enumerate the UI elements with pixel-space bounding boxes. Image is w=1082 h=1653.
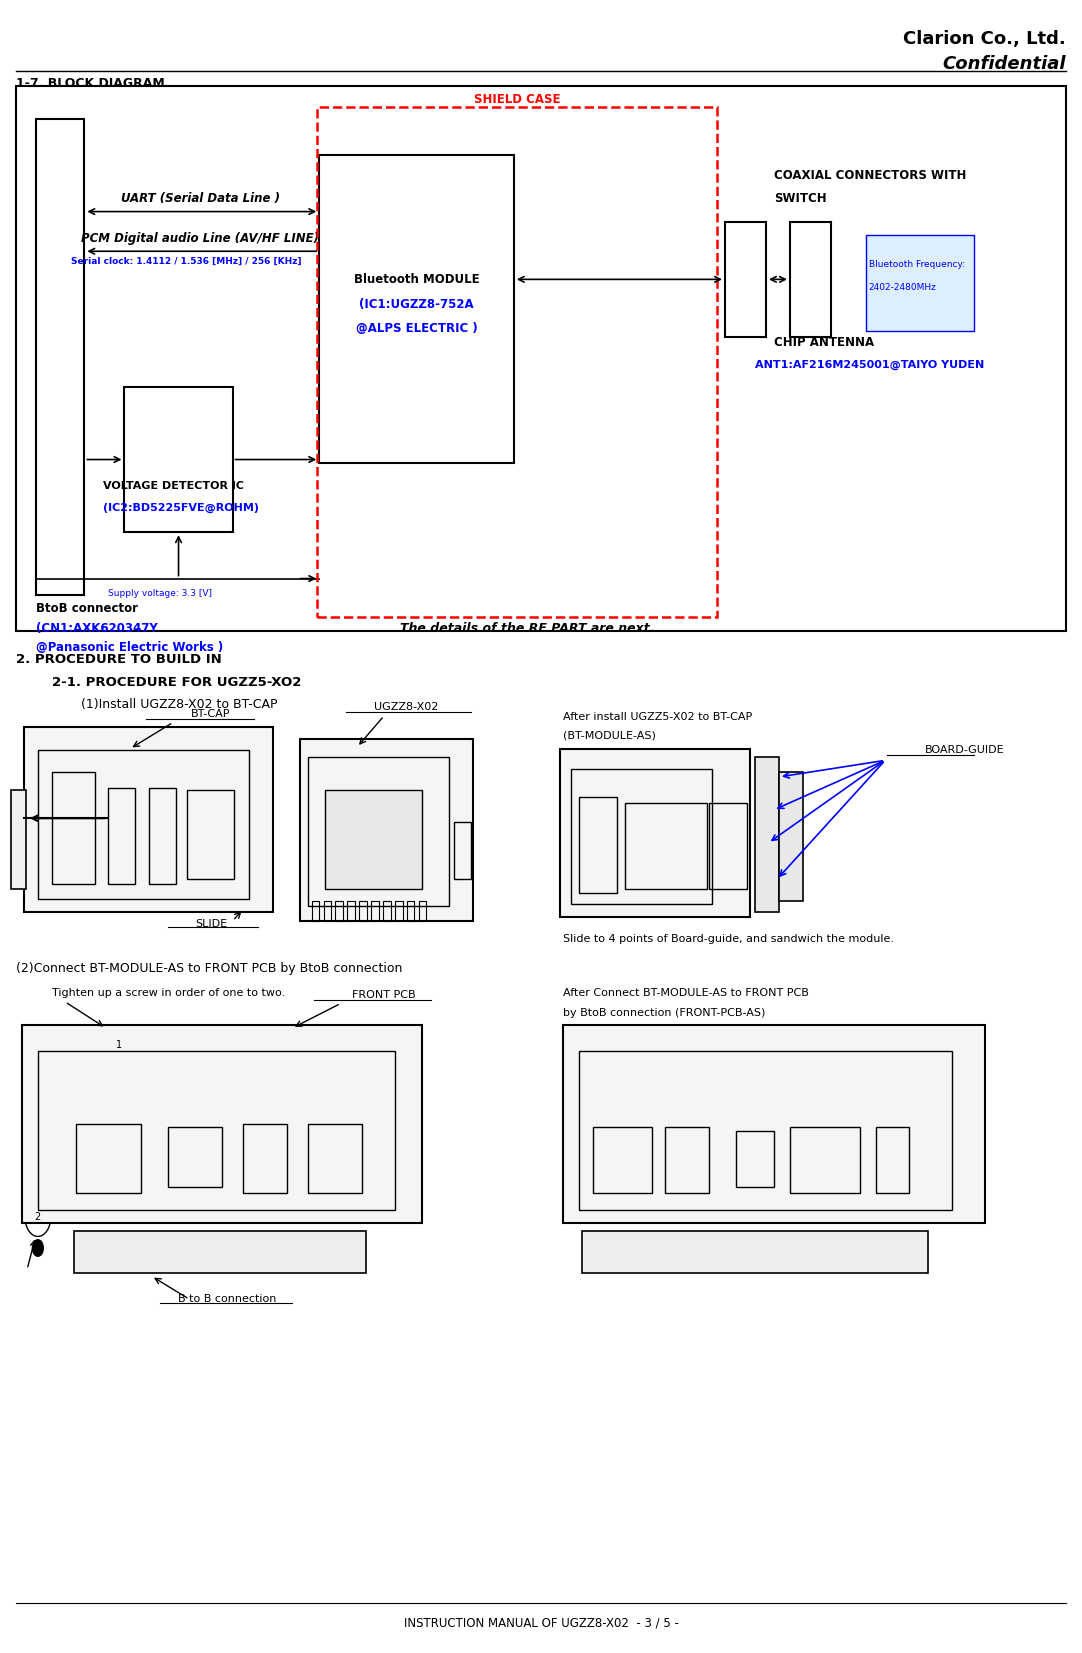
Bar bbox=[725, 222, 766, 337]
Bar bbox=[383, 901, 391, 921]
Bar bbox=[755, 757, 779, 912]
Text: 1: 1 bbox=[116, 1040, 122, 1050]
Bar bbox=[317, 107, 717, 617]
Bar bbox=[347, 901, 355, 921]
Text: (IC2:BD5225FVE@ROHM): (IC2:BD5225FVE@ROHM) bbox=[103, 503, 259, 512]
Text: BtoB connector: BtoB connector bbox=[36, 602, 137, 615]
Bar bbox=[579, 1051, 952, 1210]
Bar bbox=[359, 901, 367, 921]
Bar bbox=[11, 790, 26, 889]
Circle shape bbox=[32, 1240, 43, 1256]
Bar bbox=[736, 1131, 774, 1187]
Bar bbox=[308, 1124, 362, 1193]
Bar bbox=[560, 749, 750, 917]
Text: Confidential: Confidential bbox=[942, 55, 1066, 73]
Text: @ALPS ELECTRIC ): @ALPS ELECTRIC ) bbox=[356, 322, 477, 336]
Text: SWITCH: SWITCH bbox=[774, 192, 827, 205]
Text: PCM Digital audio Line (AV/HF LINE): PCM Digital audio Line (AV/HF LINE) bbox=[81, 231, 319, 245]
Text: Bluetooth Frequency:: Bluetooth Frequency: bbox=[869, 260, 965, 269]
Text: (2)Connect BT-MODULE-AS to FRONT PCB by BtoB connection: (2)Connect BT-MODULE-AS to FRONT PCB by … bbox=[16, 962, 403, 975]
Bar bbox=[571, 769, 712, 904]
Bar bbox=[74, 1231, 366, 1273]
Bar bbox=[866, 235, 974, 331]
Circle shape bbox=[114, 1083, 124, 1099]
Text: Bluetooth MODULE: Bluetooth MODULE bbox=[354, 273, 479, 286]
Text: CHIP ANTENNA: CHIP ANTENNA bbox=[774, 336, 874, 349]
Bar bbox=[407, 901, 414, 921]
Text: After install UGZZ5-X02 to BT-CAP: After install UGZZ5-X02 to BT-CAP bbox=[563, 712, 752, 722]
Bar bbox=[335, 901, 343, 921]
Bar bbox=[300, 739, 473, 921]
Bar bbox=[76, 1124, 141, 1193]
Bar bbox=[454, 822, 471, 879]
Text: (IC1:UGZZ8-752A: (IC1:UGZZ8-752A bbox=[359, 298, 474, 311]
Bar bbox=[52, 772, 95, 884]
Bar bbox=[579, 797, 617, 893]
Text: (BT-MODULE-AS): (BT-MODULE-AS) bbox=[563, 731, 656, 741]
Text: BT-CAP: BT-CAP bbox=[192, 709, 230, 719]
Bar bbox=[308, 757, 449, 906]
Bar bbox=[312, 901, 319, 921]
Bar bbox=[371, 901, 379, 921]
Text: (1)Install UGZZ8-X02 to BT-CAP: (1)Install UGZZ8-X02 to BT-CAP bbox=[81, 698, 278, 711]
Bar bbox=[709, 803, 747, 889]
Text: VOLTAGE DETECTOR IC: VOLTAGE DETECTOR IC bbox=[103, 481, 243, 491]
Text: SLIDE: SLIDE bbox=[195, 919, 227, 929]
Bar bbox=[563, 1025, 985, 1223]
Bar bbox=[38, 750, 249, 899]
Bar bbox=[36, 119, 84, 595]
Bar bbox=[16, 86, 1066, 631]
Bar bbox=[790, 1127, 860, 1193]
Bar bbox=[38, 1051, 395, 1210]
Bar bbox=[325, 790, 422, 889]
Text: 2402-2480MHz: 2402-2480MHz bbox=[869, 283, 937, 293]
Text: Serial clock: 1.4112 / 1.536 [MHz] / 256 [KHz]: Serial clock: 1.4112 / 1.536 [MHz] / 256… bbox=[70, 256, 302, 266]
Bar bbox=[124, 387, 233, 532]
Bar bbox=[593, 1127, 652, 1193]
Bar bbox=[665, 1127, 709, 1193]
Bar bbox=[149, 788, 176, 884]
Bar bbox=[790, 222, 831, 337]
Text: UART (Serial Data Line ): UART (Serial Data Line ) bbox=[121, 192, 279, 205]
Text: 2-1. PROCEDURE FOR UGZZ5-XO2: 2-1. PROCEDURE FOR UGZZ5-XO2 bbox=[52, 676, 301, 689]
Bar bbox=[582, 1231, 928, 1273]
Text: UGZZ8-X02: UGZZ8-X02 bbox=[373, 703, 438, 712]
Bar bbox=[168, 1127, 222, 1187]
Text: Tighten up a screw in order of one to two.: Tighten up a screw in order of one to tw… bbox=[52, 988, 285, 998]
Text: 2. PROCEDURE TO BUILD IN: 2. PROCEDURE TO BUILD IN bbox=[16, 653, 222, 666]
Text: The details of the RF PART are next.: The details of the RF PART are next. bbox=[400, 622, 655, 635]
Text: by BtoB connection (FRONT-PCB-AS): by BtoB connection (FRONT-PCB-AS) bbox=[563, 1008, 765, 1018]
Text: After Connect BT-MODULE-AS to FRONT PCB: After Connect BT-MODULE-AS to FRONT PCB bbox=[563, 988, 808, 998]
Text: FRONT PCB: FRONT PCB bbox=[352, 990, 415, 1000]
Text: BOARD-GUIDE: BOARD-GUIDE bbox=[925, 746, 1005, 755]
Text: 1-7. BLOCK DIAGRAM: 1-7. BLOCK DIAGRAM bbox=[16, 76, 164, 89]
Text: ANT1:AF216M245001@TAIYO YUDEN: ANT1:AF216M245001@TAIYO YUDEN bbox=[755, 360, 985, 370]
Text: SHIELD CASE: SHIELD CASE bbox=[474, 93, 560, 106]
Text: 2: 2 bbox=[35, 1212, 41, 1222]
Bar bbox=[319, 155, 514, 463]
Bar bbox=[625, 803, 707, 889]
Text: COAXIAL CONNECTORS WITH: COAXIAL CONNECTORS WITH bbox=[774, 169, 966, 182]
Bar bbox=[419, 901, 426, 921]
Text: Supply voltage: 3.3 [V]: Supply voltage: 3.3 [V] bbox=[108, 588, 212, 598]
Text: B to B connection: B to B connection bbox=[179, 1294, 276, 1304]
Bar bbox=[22, 1025, 422, 1223]
Bar bbox=[876, 1127, 909, 1193]
Text: (CN1:AXK620347Y: (CN1:AXK620347Y bbox=[36, 622, 158, 635]
Bar bbox=[187, 790, 234, 879]
Bar bbox=[395, 901, 403, 921]
Text: INSTRUCTION MANUAL OF UGZZ8-X02  - 3 / 5 -: INSTRUCTION MANUAL OF UGZZ8-X02 - 3 / 5 … bbox=[404, 1617, 678, 1630]
Bar bbox=[324, 901, 331, 921]
Bar bbox=[24, 727, 273, 912]
Bar bbox=[108, 788, 135, 884]
Text: @Panasonic Electric Works ): @Panasonic Electric Works ) bbox=[36, 641, 223, 655]
Text: Slide to 4 points of Board-guide, and sandwich the module.: Slide to 4 points of Board-guide, and sa… bbox=[563, 934, 894, 944]
Bar bbox=[243, 1124, 287, 1193]
Text: Clarion Co., Ltd.: Clarion Co., Ltd. bbox=[903, 30, 1066, 48]
Bar bbox=[779, 772, 803, 901]
